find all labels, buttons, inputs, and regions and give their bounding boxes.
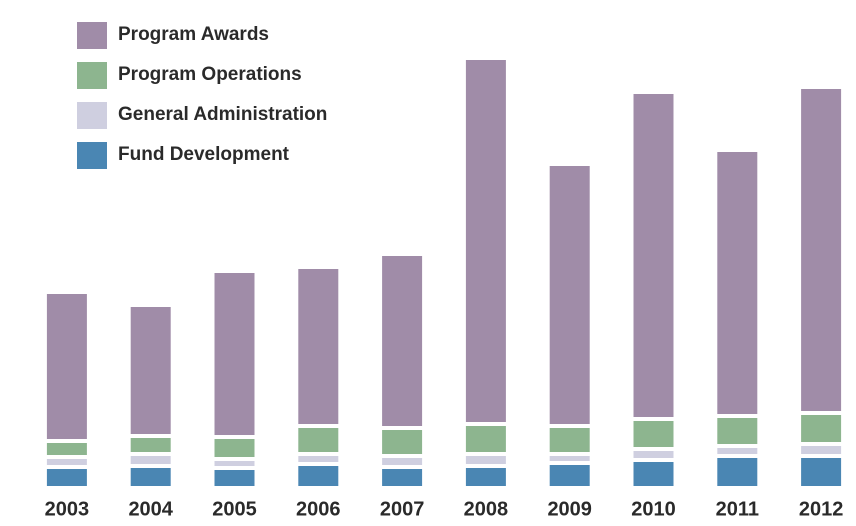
bar-segment — [801, 89, 842, 411]
legend-swatch — [77, 22, 107, 49]
bar-segment — [130, 438, 171, 452]
x-tick-label: 2004 — [128, 498, 173, 520]
bar-segment — [549, 166, 590, 424]
bar-segment — [46, 469, 87, 486]
legend-label: General Administration — [118, 104, 327, 125]
x-tick-label: 2012 — [799, 498, 844, 520]
bar-segment — [298, 269, 339, 424]
bar-segment — [46, 459, 87, 465]
legend-label: Program Operations — [118, 64, 302, 85]
x-tick-label: 2009 — [547, 498, 592, 520]
bar-segment — [717, 458, 758, 486]
bar-segment — [298, 466, 339, 486]
bar-segment — [46, 294, 87, 439]
bar-segment — [717, 418, 758, 444]
bar-segment — [717, 152, 758, 414]
bar-segment — [549, 428, 590, 452]
bar-segment — [465, 456, 506, 464]
x-tick-label: 2010 — [631, 498, 676, 520]
bar-segment — [46, 443, 87, 455]
legend-label: Program Awards — [118, 24, 269, 45]
bar-segment — [214, 439, 255, 457]
x-tick-label: 2008 — [464, 498, 509, 520]
bar-segment — [382, 430, 423, 454]
x-tick-label: 2005 — [212, 498, 257, 520]
legend-swatch — [77, 62, 107, 89]
bar-segment — [717, 448, 758, 454]
bar-segment — [382, 469, 423, 486]
bar-segment — [382, 256, 423, 426]
bar-segment — [130, 307, 171, 434]
bar-segment — [801, 415, 842, 442]
bar-segment — [549, 456, 590, 461]
bar-segment — [465, 468, 506, 486]
bar-segment — [298, 428, 339, 452]
bar-segment — [130, 468, 171, 486]
legend-swatch — [77, 102, 107, 129]
bar-segment — [549, 465, 590, 486]
bar-segment — [633, 451, 674, 458]
bar-segment — [214, 470, 255, 486]
bar-segment — [633, 462, 674, 486]
bar-segment — [801, 446, 842, 454]
x-tick-label: 2006 — [296, 498, 341, 520]
x-tick-label: 2007 — [380, 498, 425, 520]
bar-segment — [465, 60, 506, 422]
bar-segment — [214, 273, 255, 435]
bar-segment — [130, 456, 171, 464]
bar-segment — [801, 458, 842, 486]
bar-segment — [214, 461, 255, 466]
legend-swatch — [77, 142, 107, 169]
bar-segment — [382, 458, 423, 465]
bar-segment — [298, 456, 339, 462]
x-tick-label: 2011 — [716, 498, 759, 520]
legend-label: Fund Development — [118, 144, 290, 165]
bar-segment — [465, 426, 506, 452]
bar-segment — [633, 94, 674, 417]
x-tick-label: 2003 — [45, 498, 90, 520]
bar-segment — [633, 421, 674, 447]
